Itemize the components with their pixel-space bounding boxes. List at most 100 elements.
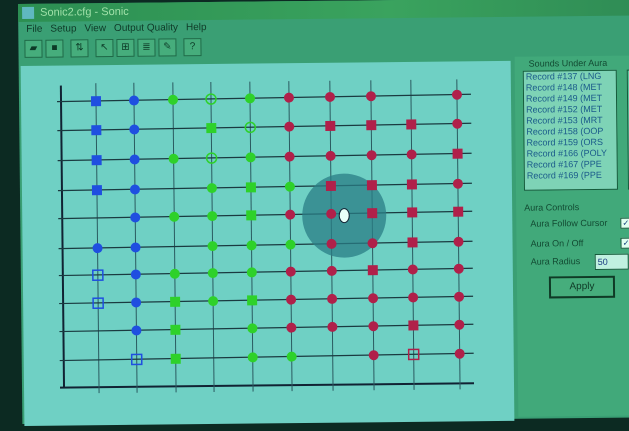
sound-record-item[interactable]: Record #166 (POLY <box>526 147 608 159</box>
apply-button[interactable]: Apply <box>548 275 616 299</box>
sound-point-hollow-square <box>407 348 420 361</box>
grid-line-horizontal <box>59 323 474 333</box>
sound-point-square <box>366 180 377 191</box>
sound-point-circle <box>365 91 376 102</box>
grid-line-vertical <box>249 81 254 392</box>
app-window: Sonic2.cfg - Sonic File Setup View Outpu… <box>18 0 629 426</box>
sound-point-circle <box>92 243 103 254</box>
sound-point-circle <box>286 322 297 333</box>
aura-controls-label: Aura Controls <box>524 202 580 213</box>
sound-map-svg[interactable] <box>21 61 515 426</box>
sound-point-circle <box>130 269 141 280</box>
sound-point-hollow-square <box>130 353 143 366</box>
grid-line-horizontal <box>59 295 474 305</box>
sound-point-circle <box>285 239 296 250</box>
grid-line-horizontal <box>59 352 474 362</box>
sound-point-hollow-circle <box>244 121 257 134</box>
sound-point-square <box>407 237 418 248</box>
grid-line-horizontal <box>57 93 471 103</box>
y-axis <box>59 85 66 388</box>
grid-line-vertical <box>210 81 215 392</box>
menu-setup[interactable]: Setup <box>50 23 77 35</box>
sound-point-circle <box>129 154 140 165</box>
sound-point-square <box>452 148 463 159</box>
sound-point-circle <box>130 212 141 223</box>
save-icon[interactable]: ■ <box>45 39 64 58</box>
menu-file[interactable]: File <box>26 23 43 35</box>
sound-point-square <box>407 207 418 218</box>
sounds-list[interactable]: Record #137 (LNG Record #148 (MET Record #… <box>522 69 618 191</box>
sound-point-circle <box>327 293 338 304</box>
window-title: Sonic2.cfg - Sonic <box>40 5 129 19</box>
sound-point-square <box>170 324 181 335</box>
sound-point-circle <box>207 268 218 279</box>
sound-point-circle <box>325 150 336 161</box>
sound-point-circle <box>206 183 217 194</box>
sound-point-circle <box>247 352 258 363</box>
sound-point-circle <box>284 181 295 192</box>
open-icon[interactable]: ▰ <box>24 39 43 58</box>
menu-help[interactable]: Help <box>185 22 207 34</box>
sound-point-square <box>91 125 102 136</box>
sound-point-circle <box>453 236 464 247</box>
sound-point-square <box>206 123 217 134</box>
sound-point-circle <box>407 264 418 275</box>
sound-point-circle <box>368 321 379 332</box>
sound-point-circle <box>408 292 419 303</box>
app-icon <box>22 6 35 19</box>
side-panel: Sounds Under Aura Record #137 (LNG Record… <box>514 55 629 417</box>
sort-icon[interactable]: ⇅ <box>70 39 89 58</box>
sound-point-circle <box>131 297 142 308</box>
sound-point-circle <box>451 89 462 100</box>
edit-icon[interactable]: ✎ <box>158 38 177 57</box>
grid-line-horizontal <box>57 182 472 192</box>
sound-point-circle <box>246 240 257 251</box>
sound-point-circle <box>452 178 463 189</box>
sound-record-item[interactable]: Record #169 (PPE <box>526 169 602 181</box>
help-icon[interactable]: ? <box>183 38 202 57</box>
aura-follow-label: Aura Follow Cursor <box>530 217 608 229</box>
sound-map-plot[interactable] <box>20 60 515 426</box>
list-icon[interactable]: ≣ <box>137 38 156 57</box>
sound-point-circle <box>130 242 141 253</box>
sound-point-circle <box>454 348 465 359</box>
sound-point-square <box>453 206 464 217</box>
sound-point-circle <box>406 149 417 160</box>
sound-point-circle <box>366 150 377 161</box>
menu-output-quality[interactable]: Output Quality <box>113 22 179 34</box>
sound-point-circle <box>327 321 338 332</box>
sound-point-circle <box>168 94 179 105</box>
sound-point-circle <box>168 153 179 164</box>
sound-point-square <box>91 155 102 166</box>
aura-onoff-checkbox[interactable]: ✓ <box>620 237 629 249</box>
sound-point-square <box>367 265 378 276</box>
select-icon[interactable]: ↖ <box>95 39 114 58</box>
sound-point-circle <box>245 152 256 163</box>
sound-point-square <box>245 182 256 193</box>
sound-point-circle <box>452 118 463 129</box>
sound-point-circle <box>286 294 297 305</box>
sound-point-hollow-circle <box>205 152 218 164</box>
sound-point-circle <box>326 238 337 249</box>
sound-point-circle <box>283 92 294 103</box>
aura-radius-spinner[interactable]: 50 <box>594 253 629 270</box>
sound-point-circle <box>129 184 140 195</box>
sound-point-circle <box>368 293 379 304</box>
sound-point-square <box>367 208 378 219</box>
sounds-under-aura-label: Sounds Under Aura <box>528 57 608 69</box>
sound-point-circle <box>247 323 258 334</box>
sound-point-circle <box>207 211 218 222</box>
grid-line-horizontal <box>58 240 473 250</box>
menu-view[interactable]: View <box>84 23 107 35</box>
sound-point-square <box>91 185 103 196</box>
sound-point-circle <box>284 151 295 162</box>
sound-point-hollow-circle <box>205 93 217 105</box>
sound-point-square <box>325 180 336 191</box>
sound-point-square <box>90 96 102 107</box>
sound-point-square <box>170 353 181 364</box>
grid-line-horizontal <box>58 267 473 277</box>
grid-icon[interactable]: ⊞ <box>116 38 135 57</box>
sound-point-square <box>246 210 257 221</box>
aura-follow-checkbox[interactable]: ✓ <box>620 217 629 229</box>
sound-point-circle <box>208 296 219 307</box>
